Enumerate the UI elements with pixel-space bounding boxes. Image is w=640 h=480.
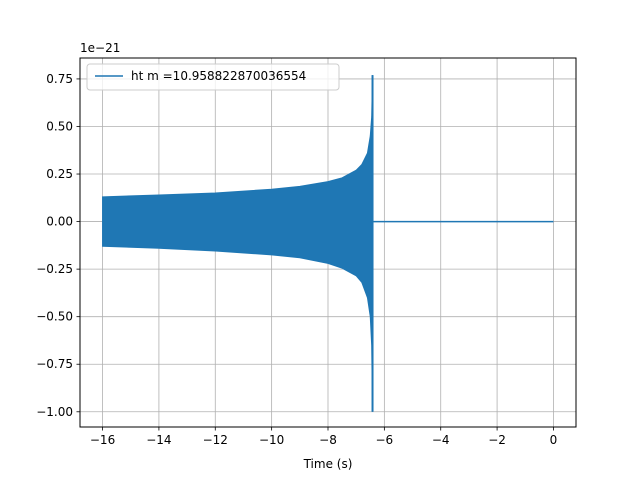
x-tick-label: −6 — [376, 433, 394, 447]
x-tick-label: −16 — [90, 433, 115, 447]
y-tick-label: −0.75 — [36, 357, 73, 371]
x-tick-label: −14 — [146, 433, 171, 447]
y-tick-label: 0.25 — [46, 167, 73, 181]
x-tick-label: −10 — [259, 433, 284, 447]
x-axis-title: Time (s) — [303, 457, 353, 471]
y-tick-label: 0.00 — [46, 215, 73, 229]
x-tick-label: −4 — [432, 433, 450, 447]
y-tick-label: −0.25 — [36, 262, 73, 276]
plot-area — [102, 75, 554, 412]
y-offset-label: 1e−21 — [80, 41, 120, 55]
y-tick-label: −1.00 — [36, 405, 73, 419]
legend-label: ht m =10.958822870036554 — [131, 69, 306, 83]
y-tick-label: −0.50 — [36, 310, 73, 324]
x-tick-label: −2 — [488, 433, 506, 447]
legend: ht m =10.958822870036554 — [86, 63, 340, 91]
x-tick-label: −8 — [319, 433, 337, 447]
ticks: −16 −14 −12 −10 −8 −6 −4 −2 0 −1.00 −0.75 −0.50 −0.2… — [36, 72, 557, 447]
x-tick-label: 0 — [550, 433, 558, 447]
x-tick-label: −12 — [203, 433, 228, 447]
y-tick-label: 0.50 — [46, 119, 73, 133]
legend-box — [86, 63, 340, 91]
y-tick-label: 0.75 — [46, 72, 73, 86]
